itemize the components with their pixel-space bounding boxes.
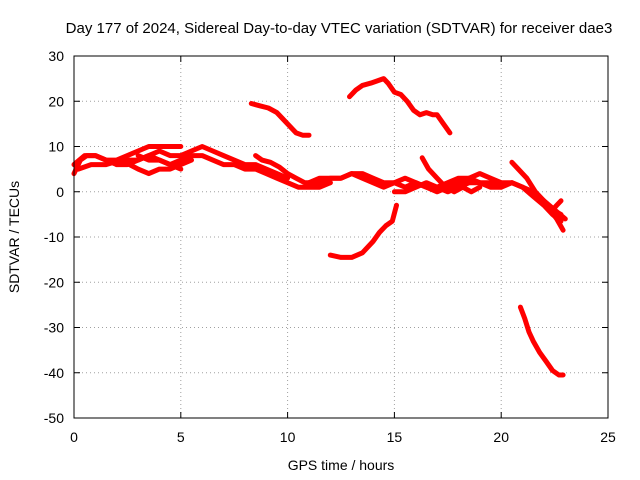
gridlines bbox=[74, 56, 608, 418]
x-tick-label: 0 bbox=[70, 429, 78, 445]
y-tick-label: 10 bbox=[48, 139, 64, 155]
series-line-arc-5 bbox=[135, 153, 184, 172]
y-tick-label: 30 bbox=[48, 48, 64, 64]
chart-title: Day 177 of 2024, Sidereal Day-to-day VTE… bbox=[66, 20, 613, 37]
series-group bbox=[71, 76, 568, 378]
series-line-arc-7 bbox=[253, 153, 333, 186]
y-tick-label: -40 bbox=[44, 365, 64, 381]
x-tick-label: 25 bbox=[600, 429, 616, 445]
series-line-arc-11 bbox=[419, 155, 483, 195]
series-line-arc-6 bbox=[248, 101, 312, 138]
series-line-arc-17 bbox=[550, 198, 564, 213]
x-axis-label: GPS time / hours bbox=[288, 457, 395, 473]
y-tick-label: -20 bbox=[44, 274, 64, 290]
x-tick-label: 5 bbox=[177, 429, 185, 445]
y-tick-label: -30 bbox=[44, 320, 64, 336]
series-line-arc-18 bbox=[517, 304, 566, 378]
y-tick-label: -10 bbox=[44, 229, 64, 245]
series-line-arc-2 bbox=[71, 144, 184, 168]
series-line-arc-12 bbox=[347, 76, 453, 136]
y-tick-label: -50 bbox=[44, 410, 64, 426]
series-line-arc-13 bbox=[327, 202, 399, 260]
axis-ticks: 0 5 10 15 20 25 -50 -40 -30 -20 -10 0 10 20 30 bbox=[44, 48, 616, 445]
series-line-arc-16 bbox=[547, 207, 566, 233]
x-tick-label: 20 bbox=[493, 429, 509, 445]
y-axis-label: SDTVAR / TECUs bbox=[6, 181, 22, 293]
x-tick-label: 10 bbox=[280, 429, 296, 445]
x-tick-label: 15 bbox=[387, 429, 403, 445]
y-tick-label: 20 bbox=[48, 93, 64, 109]
y-tick-label: 0 bbox=[56, 184, 64, 200]
